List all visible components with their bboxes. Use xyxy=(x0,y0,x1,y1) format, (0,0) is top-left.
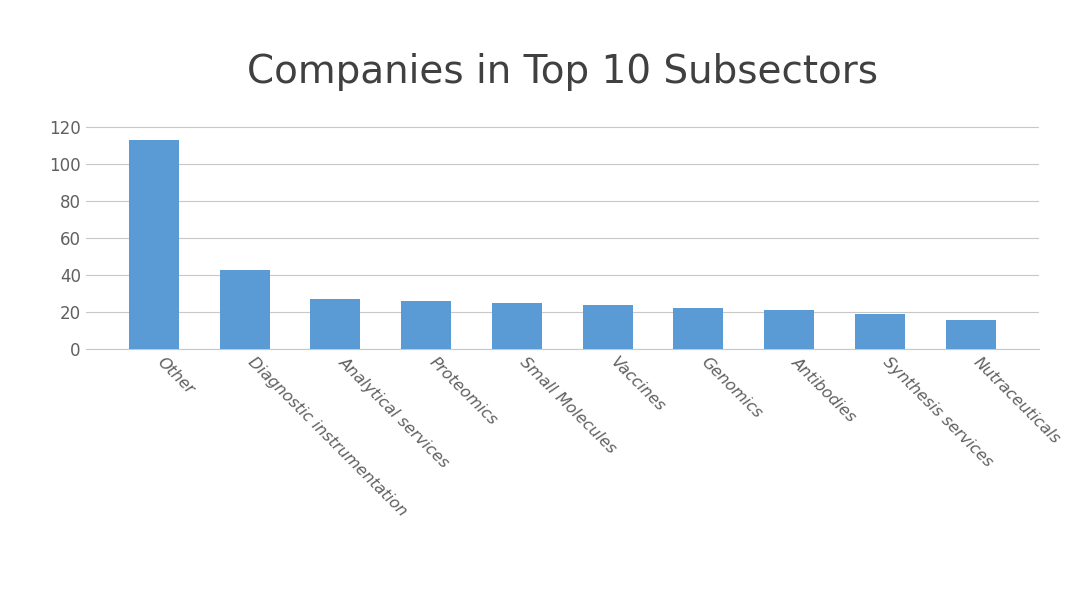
Bar xyxy=(583,305,633,349)
Bar xyxy=(674,308,723,349)
Title: Companies in Top 10 Subsectors: Companies in Top 10 Subsectors xyxy=(246,54,878,92)
Bar xyxy=(855,314,905,349)
Bar xyxy=(492,303,542,349)
Bar xyxy=(946,320,996,349)
Bar xyxy=(402,301,451,349)
Bar xyxy=(765,310,814,349)
Bar xyxy=(311,299,360,349)
Bar xyxy=(220,270,270,349)
Bar xyxy=(129,140,179,349)
